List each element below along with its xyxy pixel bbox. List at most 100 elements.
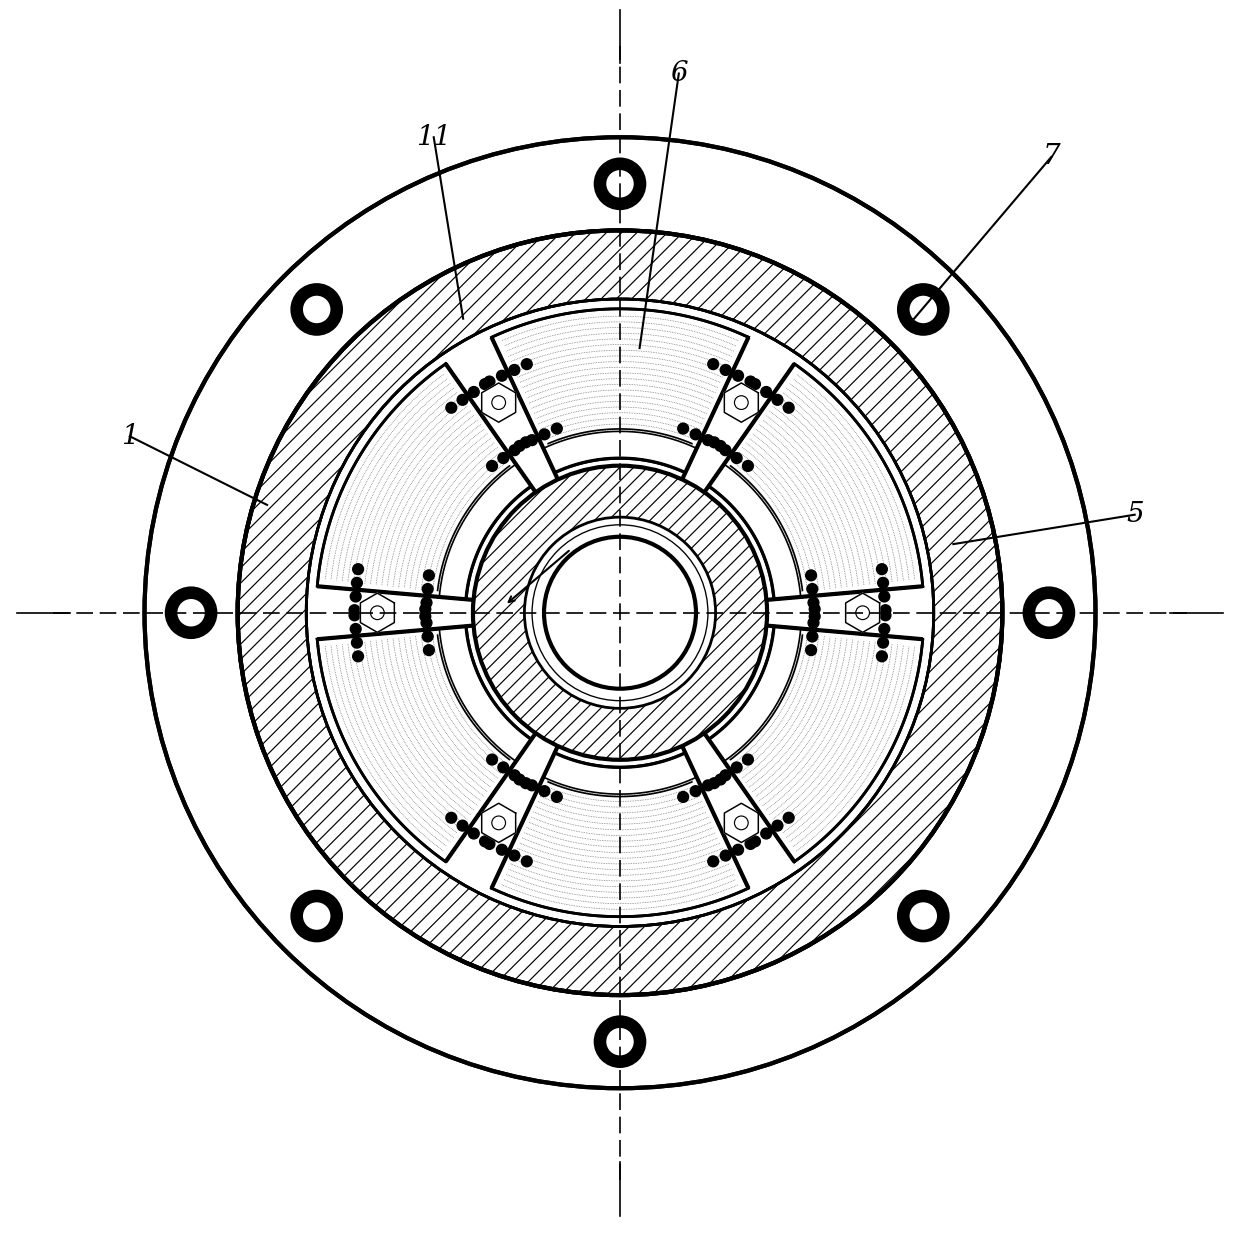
- Circle shape: [446, 812, 456, 824]
- Text: 7: 7: [1043, 144, 1060, 170]
- Circle shape: [1035, 599, 1063, 626]
- Circle shape: [1023, 588, 1074, 639]
- Circle shape: [594, 1016, 646, 1068]
- Circle shape: [446, 402, 456, 412]
- Circle shape: [910, 902, 937, 930]
- Polygon shape: [317, 626, 532, 861]
- Circle shape: [743, 460, 754, 471]
- Circle shape: [424, 645, 434, 655]
- Polygon shape: [472, 466, 768, 760]
- Circle shape: [715, 440, 725, 451]
- Circle shape: [420, 611, 430, 621]
- Circle shape: [806, 645, 816, 655]
- Circle shape: [732, 452, 742, 464]
- Circle shape: [486, 754, 497, 765]
- Circle shape: [877, 564, 888, 575]
- Polygon shape: [317, 364, 532, 599]
- Circle shape: [484, 839, 495, 849]
- Circle shape: [606, 1028, 634, 1055]
- Circle shape: [351, 578, 362, 589]
- Circle shape: [166, 588, 217, 639]
- Circle shape: [521, 438, 531, 448]
- Polygon shape: [238, 230, 1002, 995]
- Circle shape: [720, 445, 730, 455]
- Circle shape: [709, 438, 719, 448]
- Polygon shape: [543, 431, 697, 472]
- Circle shape: [352, 651, 363, 661]
- Circle shape: [527, 780, 537, 791]
- Circle shape: [606, 170, 634, 198]
- Polygon shape: [543, 754, 697, 794]
- Circle shape: [480, 836, 491, 846]
- Circle shape: [784, 402, 794, 412]
- Circle shape: [496, 370, 507, 381]
- Circle shape: [691, 429, 701, 440]
- Circle shape: [458, 395, 467, 405]
- Circle shape: [878, 638, 889, 648]
- Circle shape: [515, 440, 525, 451]
- Circle shape: [879, 624, 889, 634]
- Circle shape: [784, 812, 794, 824]
- Circle shape: [720, 850, 732, 861]
- Circle shape: [715, 774, 725, 785]
- Circle shape: [303, 296, 330, 324]
- Circle shape: [423, 584, 433, 595]
- Circle shape: [521, 856, 532, 866]
- Circle shape: [303, 902, 330, 930]
- Circle shape: [808, 598, 818, 608]
- Polygon shape: [481, 382, 516, 423]
- Circle shape: [733, 370, 744, 381]
- Polygon shape: [491, 309, 749, 472]
- Circle shape: [773, 395, 782, 405]
- Circle shape: [422, 618, 432, 629]
- Circle shape: [910, 296, 937, 324]
- Circle shape: [879, 591, 889, 602]
- Circle shape: [496, 844, 507, 855]
- Circle shape: [458, 820, 467, 831]
- Circle shape: [539, 786, 549, 796]
- Text: 6: 6: [670, 60, 688, 88]
- Circle shape: [810, 604, 820, 615]
- Circle shape: [352, 564, 363, 575]
- Circle shape: [745, 839, 756, 849]
- Circle shape: [306, 299, 934, 926]
- Circle shape: [807, 631, 817, 641]
- Circle shape: [708, 359, 719, 370]
- Polygon shape: [708, 626, 923, 861]
- Circle shape: [552, 424, 562, 434]
- Circle shape: [703, 780, 713, 791]
- Polygon shape: [708, 364, 923, 599]
- Circle shape: [877, 651, 888, 661]
- Circle shape: [880, 610, 890, 621]
- Circle shape: [423, 631, 433, 641]
- Circle shape: [749, 379, 760, 390]
- Circle shape: [350, 605, 360, 615]
- Polygon shape: [361, 594, 394, 632]
- Polygon shape: [481, 804, 516, 842]
- Circle shape: [878, 578, 889, 589]
- Circle shape: [420, 604, 430, 615]
- Circle shape: [238, 230, 1002, 995]
- Circle shape: [521, 778, 531, 789]
- Text: 1: 1: [122, 422, 139, 450]
- Circle shape: [806, 570, 816, 581]
- Circle shape: [510, 445, 520, 455]
- Circle shape: [678, 424, 688, 434]
- Circle shape: [508, 850, 520, 861]
- Circle shape: [761, 386, 771, 398]
- Circle shape: [539, 429, 549, 440]
- Circle shape: [424, 570, 434, 581]
- Circle shape: [709, 778, 719, 789]
- Circle shape: [351, 638, 362, 648]
- Circle shape: [508, 365, 520, 375]
- Circle shape: [291, 284, 342, 335]
- Circle shape: [745, 376, 756, 388]
- Circle shape: [351, 591, 361, 602]
- Circle shape: [469, 828, 479, 839]
- Polygon shape: [709, 626, 801, 761]
- Circle shape: [515, 774, 525, 785]
- Circle shape: [498, 452, 508, 464]
- Circle shape: [898, 284, 949, 335]
- Polygon shape: [491, 752, 749, 916]
- Polygon shape: [709, 464, 801, 599]
